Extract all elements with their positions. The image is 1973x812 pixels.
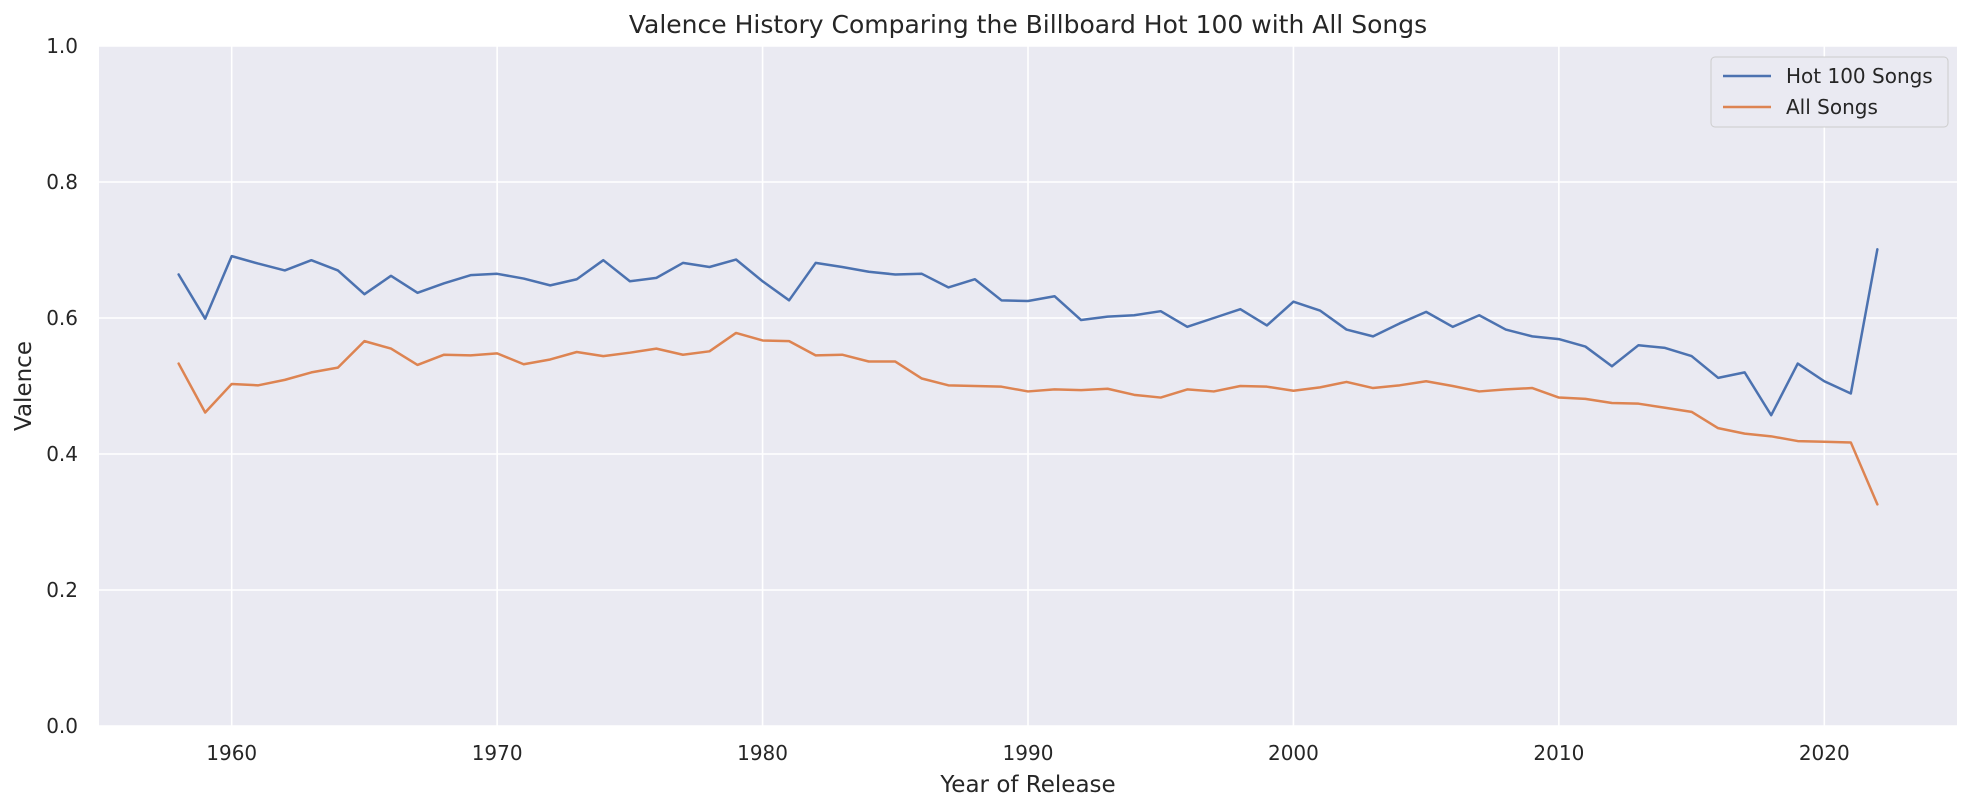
y-axis-label: Valence	[11, 341, 37, 431]
y-tick-label: 0.2	[46, 578, 78, 602]
x-tick-label: 1980	[737, 741, 788, 765]
legend-box	[1710, 56, 1949, 128]
y-tick-labels: 0.0 0.2 0.4 0.6 0.8 1.0	[46, 34, 78, 738]
y-tick-label: 0.6	[46, 306, 78, 330]
y-tick-label: 0.0	[46, 714, 78, 738]
x-tick-label: 1990	[1003, 741, 1054, 765]
legend-label-all-songs: All Songs	[1786, 95, 1878, 119]
chart-title: Valence History Comparing the Billboard …	[629, 10, 1427, 39]
y-tick-label: 1.0	[46, 34, 78, 58]
grid-lines	[99, 45, 1957, 727]
x-tick-label: 2000	[1268, 741, 1319, 765]
x-tick-label: 2020	[1799, 741, 1850, 765]
x-tick-labels: 1960 1970 1980 1990 2000 2010 2020	[206, 741, 1849, 765]
legend-label-hot-100: Hot 100 Songs	[1786, 64, 1933, 88]
series-line-all-songs	[177, 331, 1879, 506]
series-lines	[177, 248, 1879, 506]
y-tick-label: 0.4	[46, 442, 78, 466]
series-line-hot-100	[177, 248, 1879, 417]
x-axis-label: Year of Release	[939, 772, 1115, 798]
x-tick-label: 2010	[1533, 741, 1584, 765]
y-tick-label: 0.8	[46, 170, 78, 194]
x-tick-label: 1960	[206, 741, 257, 765]
x-tick-label: 1970	[472, 741, 523, 765]
legend: Hot 100 Songs All Songs	[1710, 56, 1949, 128]
